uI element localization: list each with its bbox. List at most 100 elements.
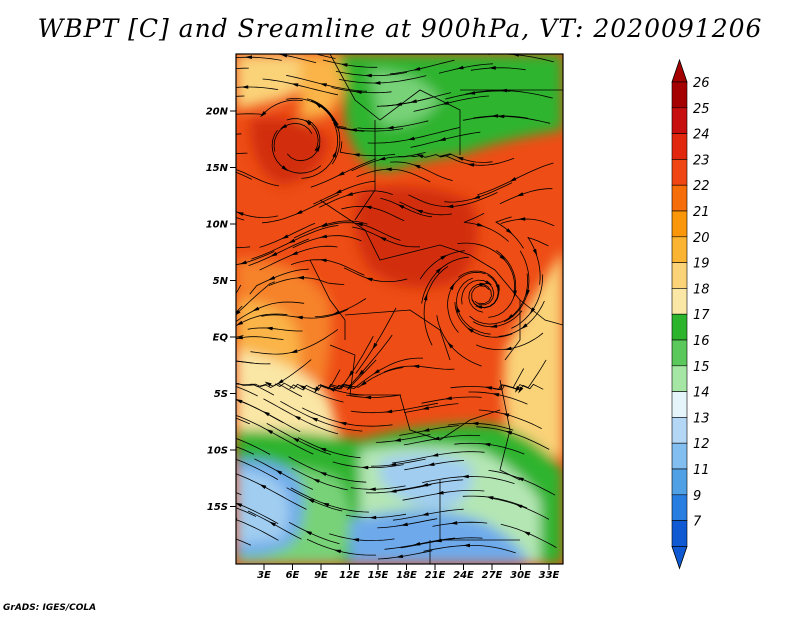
border-line bbox=[350, 394, 501, 441]
streamline-arrow bbox=[334, 189, 342, 194]
streamline-arrow bbox=[358, 369, 365, 377]
streamline bbox=[478, 409, 542, 429]
streamline-arrow bbox=[518, 217, 526, 221]
streamline-arrow bbox=[506, 228, 513, 235]
streamline-arrow bbox=[523, 531, 531, 536]
streamline-arrow bbox=[270, 252, 278, 257]
streamline bbox=[236, 335, 244, 338]
lon-label: 30E bbox=[510, 570, 531, 581]
streamline-arrow bbox=[228, 359, 235, 363]
lat-label: EQ bbox=[213, 333, 229, 344]
streamline-arrow bbox=[236, 335, 243, 340]
colorbar-label: 12 bbox=[693, 437, 710, 452]
streamline-arrow bbox=[483, 442, 491, 447]
streamline-arrow bbox=[384, 167, 392, 172]
streamline-arrow bbox=[298, 385, 306, 390]
streamline bbox=[380, 197, 432, 218]
streamline-arrow bbox=[265, 326, 273, 331]
streamline bbox=[236, 211, 279, 218]
lat-label: 5S bbox=[214, 389, 228, 400]
streamline-arrow bbox=[521, 323, 528, 330]
field-lightblue-sw bbox=[236, 470, 289, 545]
streamline bbox=[457, 242, 516, 294]
streamline-arrow bbox=[304, 119, 312, 126]
streamline-arrow bbox=[476, 222, 485, 227]
colorbar-label: 23 bbox=[693, 153, 710, 168]
streamline-arrow bbox=[409, 99, 417, 103]
streamline bbox=[447, 422, 514, 431]
streamline bbox=[236, 246, 251, 249]
streamline-arrow bbox=[194, 138, 201, 142]
streamline bbox=[236, 305, 243, 313]
streamline bbox=[438, 63, 494, 74]
streamline-arrow bbox=[334, 118, 339, 126]
colorbar-label: 26 bbox=[693, 76, 710, 91]
streamline bbox=[454, 301, 513, 338]
streamline-arrow bbox=[504, 346, 512, 351]
border-line bbox=[354, 120, 376, 221]
streamline bbox=[236, 538, 252, 546]
streamline-arrow bbox=[516, 192, 524, 197]
streamline-arrow bbox=[200, 530, 207, 534]
colorbar-label: 22 bbox=[693, 179, 710, 194]
colorbar-segment bbox=[671, 365, 688, 392]
streamline-arrow bbox=[322, 502, 330, 507]
colorbar-segment bbox=[671, 339, 688, 367]
lat-label: 10S bbox=[207, 446, 228, 457]
streamline-arrow bbox=[368, 487, 376, 491]
streamline-arrow bbox=[314, 102, 322, 108]
lon-label: 12E bbox=[339, 570, 360, 581]
streamline-arrow bbox=[229, 381, 236, 385]
streamline bbox=[268, 277, 345, 286]
streamline bbox=[319, 190, 394, 208]
streamline bbox=[472, 310, 523, 327]
border-line bbox=[319, 199, 496, 271]
streamline bbox=[236, 382, 275, 396]
streamline-arrow bbox=[201, 351, 208, 357]
colorbar-label: 17 bbox=[693, 308, 710, 323]
streamline-arrow bbox=[456, 305, 461, 313]
streamline bbox=[236, 169, 279, 187]
streamline bbox=[399, 201, 453, 216]
lon-label: 33E bbox=[539, 570, 560, 581]
streamline bbox=[465, 90, 553, 99]
colorbar-label: 16 bbox=[693, 334, 710, 349]
streamline-arrow bbox=[473, 195, 481, 199]
streamline-arrow bbox=[466, 327, 474, 333]
colorbar-segment bbox=[671, 494, 688, 521]
streamline bbox=[236, 458, 279, 480]
streamline-arrow bbox=[293, 415, 301, 421]
colorbar-segment bbox=[671, 81, 688, 109]
streamline-arrow bbox=[297, 275, 304, 280]
streamline-arrow bbox=[412, 364, 420, 369]
streamline bbox=[313, 180, 375, 205]
field-yellow-east bbox=[503, 250, 563, 460]
streamline bbox=[236, 502, 279, 525]
streamline bbox=[236, 281, 276, 315]
wbpt-field bbox=[236, 54, 563, 564]
streamline-arrow bbox=[280, 54, 288, 58]
streamline-arrow bbox=[226, 435, 233, 439]
streamline bbox=[297, 437, 361, 459]
streamline-arrow bbox=[269, 521, 276, 527]
streamline-arrow bbox=[507, 314, 514, 320]
streamline-arrow bbox=[195, 158, 202, 162]
streamline-arrow bbox=[490, 324, 498, 328]
streamline-arrow bbox=[369, 515, 377, 520]
field-lightorange-north bbox=[300, 54, 350, 120]
streamline bbox=[404, 403, 459, 413]
streamline-arrow bbox=[456, 156, 464, 161]
streamline-arrow bbox=[259, 484, 267, 489]
streamline-arrow bbox=[423, 293, 428, 301]
streamline bbox=[462, 495, 528, 509]
streamline bbox=[432, 521, 488, 527]
streamline bbox=[470, 67, 526, 71]
streamline bbox=[236, 438, 271, 455]
streamline-arrow bbox=[345, 192, 354, 196]
streamline-arrow bbox=[427, 462, 435, 466]
border-line bbox=[439, 480, 520, 541]
colorbar-label: 21 bbox=[693, 205, 710, 220]
streamline-arrow bbox=[438, 137, 446, 141]
streamline-arrow bbox=[276, 379, 284, 385]
streamline bbox=[389, 59, 455, 75]
